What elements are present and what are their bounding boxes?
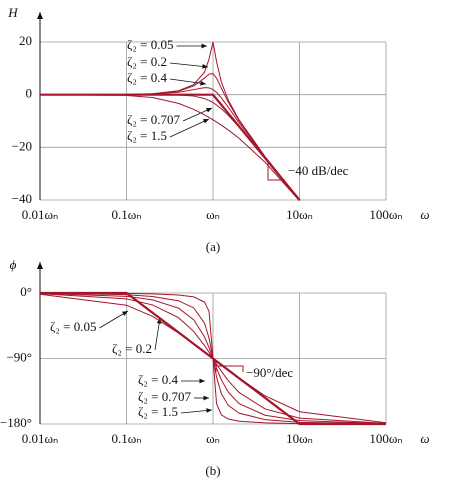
series-label: ζ₂ = 0.4 — [127, 70, 167, 85]
y-axis-label: H — [7, 5, 18, 20]
y-tick-label: 20 — [19, 33, 32, 48]
series-label: ζ₂ = 1.5 — [138, 404, 178, 419]
x-tick-label: 0.01ωₙ — [22, 207, 59, 222]
series-label: ζ₂ = 0.4 — [138, 372, 178, 387]
label-arrow — [169, 118, 210, 138]
series-label: ζ₂ = 0.05 — [50, 319, 97, 334]
x-tick-label: ωₙ — [206, 431, 220, 446]
y-tick-label: −180° — [0, 415, 32, 430]
label-arrow — [99, 310, 129, 329]
x-tick-label: 0.1ωₙ — [112, 207, 142, 222]
x-axis-label: ω — [420, 431, 429, 446]
label-arrow — [154, 317, 162, 351]
slope-marker — [267, 163, 285, 181]
y-tick-label: 0 — [26, 86, 33, 101]
panel-label: (a) — [206, 239, 220, 254]
slope-annotation: −40 dB/dec — [288, 163, 349, 178]
curve — [39, 87, 300, 201]
x-tick-label: 0.01ωₙ — [22, 431, 59, 446]
curve — [40, 93, 301, 201]
label-arrow — [169, 62, 209, 69]
panel-label: (b) — [205, 463, 220, 478]
y-tick-label: −90° — [6, 349, 32, 364]
series-label: ζ₂ = 1.5 — [127, 128, 167, 143]
curve — [40, 291, 386, 426]
y-tick-label: 0° — [20, 284, 32, 299]
y-axis-label: ϕ — [10, 257, 17, 272]
slope-annotation: −90°/dec — [246, 365, 293, 380]
slope-marker — [215, 360, 244, 372]
x-tick-label: 10ωₙ — [286, 431, 313, 446]
x-tick-label: 100ωₙ — [369, 207, 402, 222]
y-tick-label: −40 — [12, 191, 32, 206]
x-tick-label: 100ωₙ — [369, 431, 402, 446]
x-tick-label: 10ωₙ — [286, 207, 313, 222]
label-arrow — [169, 78, 207, 86]
label-arrow — [182, 107, 213, 122]
series-label: ζ₂ = 0.707 — [138, 389, 191, 404]
series-label: ζ₂ = 0.05 — [127, 37, 174, 52]
x-tick-label: 0.1ωₙ — [112, 431, 142, 446]
x-axis-label: ω — [420, 207, 429, 222]
curve — [39, 94, 300, 202]
y-tick-label: −20 — [12, 138, 32, 153]
x-tick-label: ωₙ — [206, 207, 220, 222]
series-label: ζ₂ = 0.2 — [112, 341, 152, 356]
series-label: ζ₂ = 0.707 — [127, 112, 180, 127]
label-arrow — [180, 408, 213, 414]
series-label: ζ₂ = 0.2 — [127, 54, 167, 69]
